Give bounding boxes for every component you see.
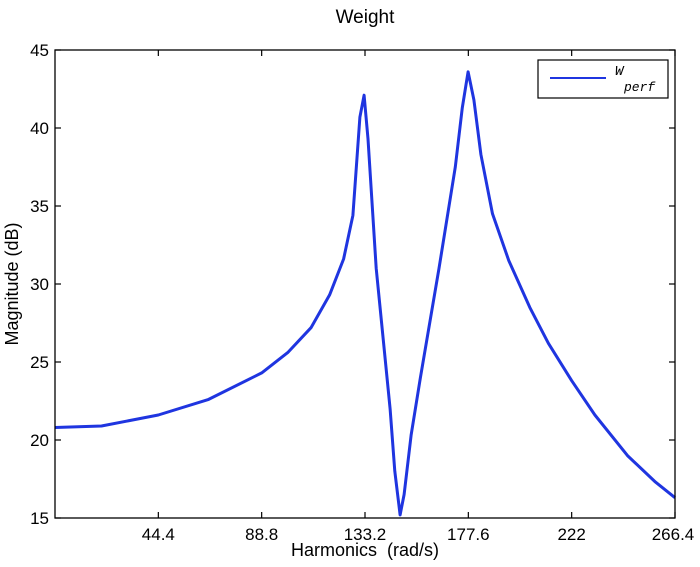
data-series-layer [54, 70, 676, 517]
x-axis-label: Harmonics (rad/s) [291, 540, 439, 560]
plot-background [55, 50, 675, 518]
x-tick-label: 133.2 [344, 525, 387, 544]
chart-title: Weight [336, 7, 396, 28]
x-tick-label: 88.8 [245, 525, 278, 544]
y-tick-label: 45 [30, 41, 49, 60]
legend: W perf [537, 59, 669, 99]
y-tick-label: 35 [30, 197, 49, 216]
y-axis-label: Magnitude (dB) [2, 222, 22, 345]
legend-label-subscript: perf [623, 80, 656, 95]
x-tick-label: 44.4 [142, 525, 175, 544]
x-tick-label: 266.4 [652, 525, 695, 544]
y-tick-label: 25 [30, 353, 49, 372]
y-axis: 15 20 25 30 35 40 45 [30, 41, 675, 528]
y-tick-label: 15 [30, 509, 49, 528]
plot-area: 44.4 88.8 133.2 177.6 222 266.4 15 20 25 30 35 40 4… [30, 41, 694, 544]
x-tick-label: 222 [557, 525, 585, 544]
series-line-w-perf [54, 70, 676, 517]
y-tick-label: 20 [30, 431, 49, 450]
x-tick-label: 177.6 [447, 525, 490, 544]
legend-label-main: W [615, 64, 625, 80]
y-tick-label: 40 [30, 119, 49, 138]
y-tick-label: 30 [30, 275, 49, 294]
x-axis: 44.4 88.8 133.2 177.6 222 266.4 [142, 50, 694, 544]
